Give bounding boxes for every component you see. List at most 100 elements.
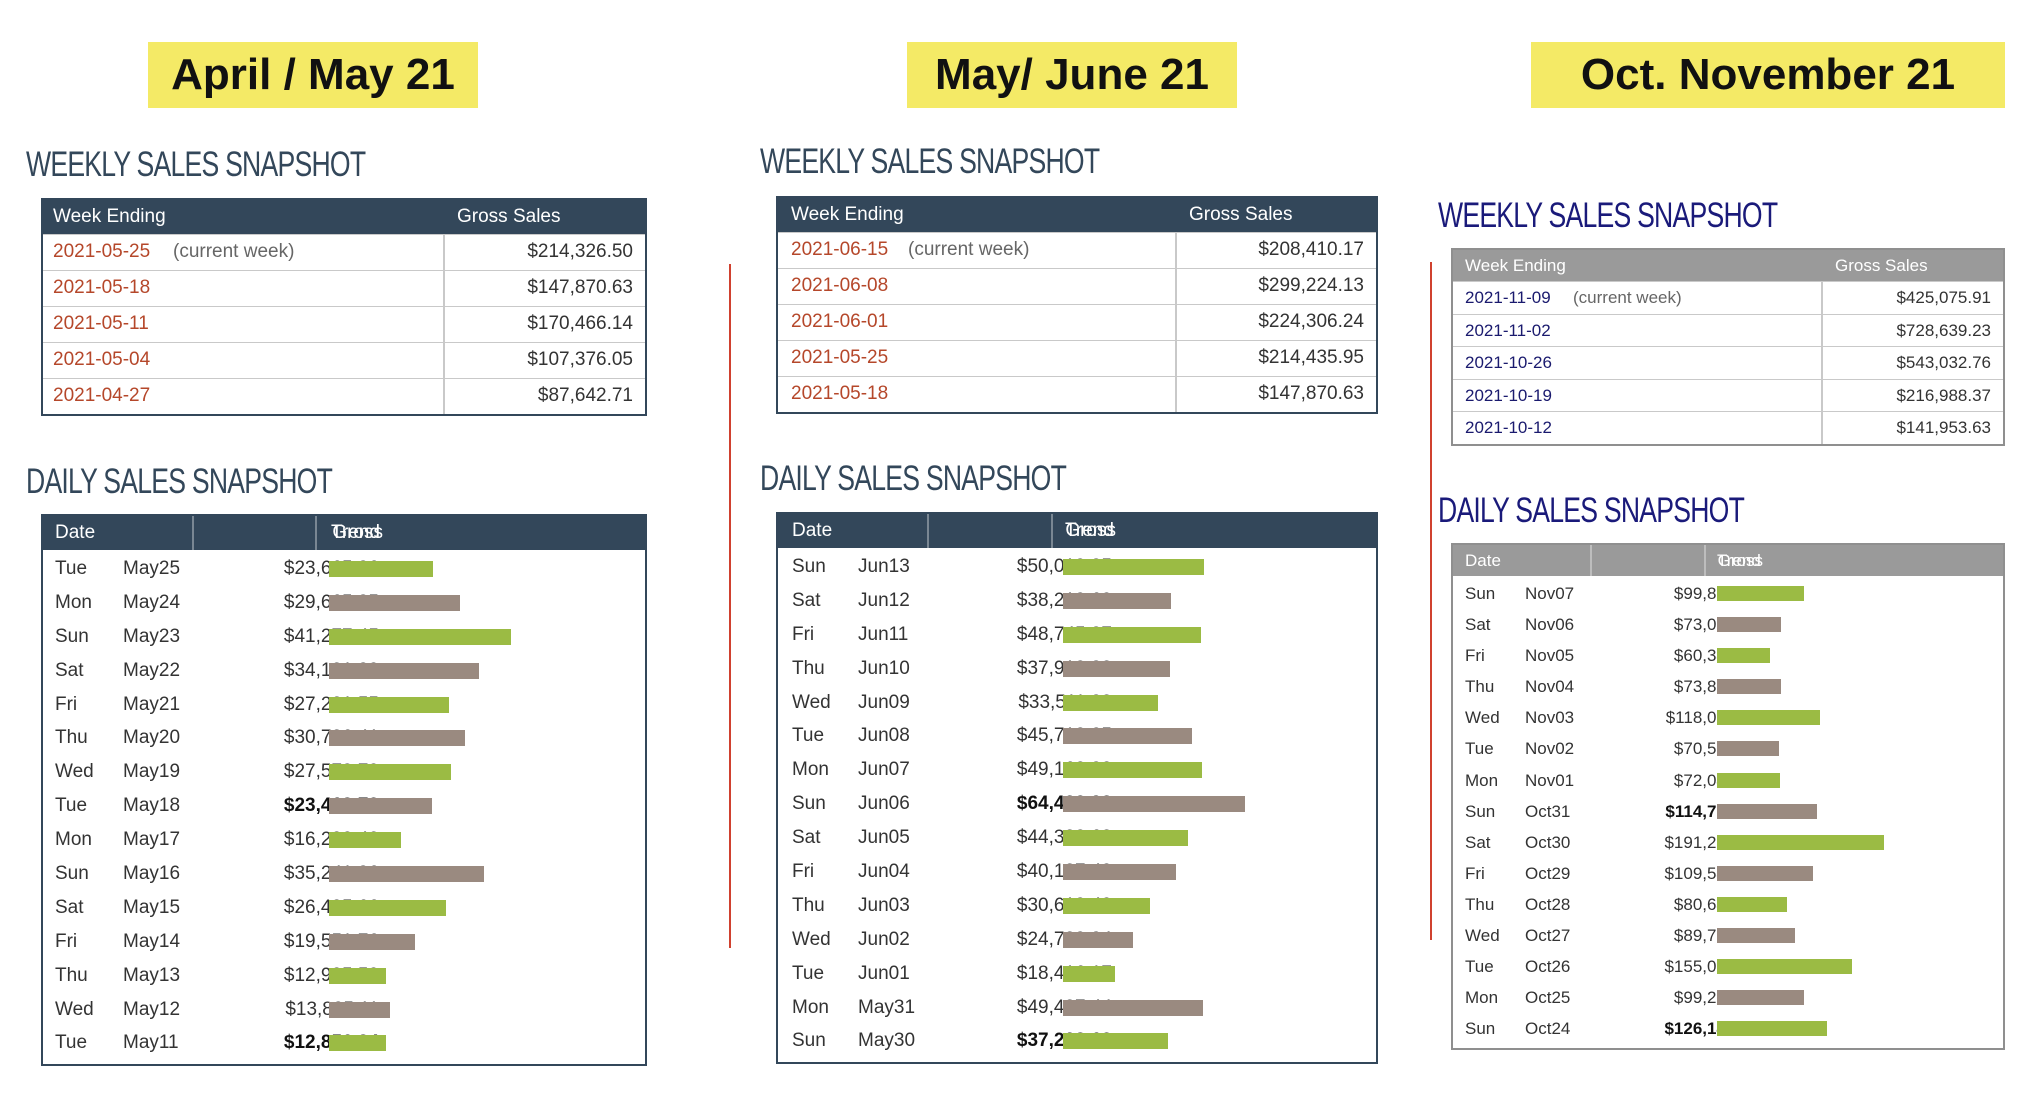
day-date: May14 (123, 930, 181, 952)
column-separator (1821, 347, 1823, 379)
daily-rows: SunJun13$50,019.85SatJun12$38,219.69FriJ… (778, 548, 1376, 1062)
trend-bar (1717, 617, 1781, 633)
day-date: May12 (123, 998, 181, 1020)
weekly-sales-table: Week Ending Gross Sales 2021-11-09 (current… (1451, 248, 2005, 446)
daily-sales-heading: DAILY SALES SNAPSHOT (26, 462, 333, 501)
week-ending-date: 2021-05-25 (791, 347, 889, 368)
table-header: Week Ending Gross Sales (43, 200, 645, 234)
header-date: Date (1465, 551, 1501, 570)
day-of-week: Mon (55, 591, 92, 613)
day-date: Jun04 (858, 861, 910, 883)
table-row: 2021-05-18 $147,870.63 (778, 376, 1376, 412)
gross-sales-value: $147,870.63 (527, 277, 633, 298)
header-gross-sales: Gross Sales (457, 206, 561, 227)
day-of-week: Thu (792, 894, 825, 916)
column-separator (443, 271, 445, 306)
trend-bar (329, 1001, 390, 1018)
header-gross-sales: Gross Sales (1189, 204, 1293, 225)
trend-bar (1717, 648, 1770, 664)
gross-sales-value: $299,224.13 (1258, 275, 1364, 296)
panel-divider-2 (1430, 262, 1432, 940)
trend-bar (329, 764, 451, 781)
trend-bar (1717, 741, 1779, 757)
day-of-week: Tue (1465, 957, 1494, 977)
week-ending-date: 2021-04-27 (53, 385, 151, 406)
day-of-week: Fri (792, 623, 815, 645)
day-of-week: Sun (792, 556, 826, 577)
trend-bar (1063, 626, 1201, 643)
weekly-sales-heading: WEEKLY SALES SNAPSHOT (26, 145, 366, 184)
day-of-week: Mon (1465, 770, 1499, 790)
gross-sales-value: $543,032.76 (1896, 353, 1991, 373)
column-separator (443, 379, 445, 414)
header-gross: Gross (1717, 551, 1763, 570)
day-date: May25 (123, 558, 181, 579)
trend-bar (329, 696, 449, 713)
day-of-week: Fri (1465, 863, 1485, 883)
day-date: Oct24 (1525, 1019, 1571, 1039)
header-gross-sales: Gross Sales (1835, 256, 1928, 275)
daily-sales-heading: DAILY SALES SNAPSHOT (760, 459, 1067, 498)
table-header: Week Ending Gross Sales (778, 198, 1376, 232)
day-date: Jun11 (858, 623, 909, 645)
day-of-week: Wed (792, 928, 831, 950)
current-week-note: (current week) (1573, 288, 1682, 307)
trend-bar (1063, 999, 1203, 1016)
day-date: May15 (123, 896, 181, 918)
trend-bar (1063, 796, 1245, 813)
day-of-week: Tue (55, 1032, 88, 1054)
day-date: Jun08 (858, 725, 910, 747)
daily-sales-table: DateGrossTrendTueMay25$23,665.36MonMay24… (41, 514, 647, 1067)
day-of-week: Thu (55, 964, 88, 986)
day-date: May13 (123, 964, 181, 986)
trend-bar (329, 628, 511, 645)
column-separator (1821, 282, 1823, 314)
trend-bar (329, 866, 484, 883)
trend-bar (1063, 660, 1170, 677)
gross-sales-value: $208,410.17 (1258, 239, 1364, 260)
trend-bar (1063, 728, 1192, 745)
day-of-week: Tue (1465, 739, 1494, 759)
day-of-week: Sun (55, 863, 89, 885)
day-of-week: Wed (1465, 708, 1500, 728)
day-of-week: Fri (55, 693, 78, 715)
trend-bar (1063, 559, 1204, 575)
trend-bar (1717, 710, 1820, 726)
trend-bar (329, 730, 465, 747)
trend-bar (1717, 586, 1804, 601)
table-header: Date Gross Trend (43, 516, 645, 550)
weekly-sales-heading: WEEKLY SALES SNAPSHOT (760, 142, 1100, 181)
weekly-sales-table: Week Ending Gross Sales 2021-06-15 (current… (776, 196, 1378, 414)
column-separator (1175, 341, 1177, 376)
table-row: Sun Oct24 $126,146.73 (1453, 1013, 2003, 1044)
day-date: Oct30 (1525, 832, 1571, 852)
trend-bar (1717, 865, 1813, 881)
day-of-week: Fri (55, 930, 78, 952)
trend-bar (1063, 931, 1133, 948)
day-of-week: Sat (1465, 832, 1491, 852)
day-date: May23 (123, 625, 181, 647)
gross-sales-value: $147,870.63 (1258, 383, 1364, 404)
trend-bar (1063, 592, 1171, 609)
table-row: 2021-05-11 $170,466.14 (43, 306, 645, 342)
day-date: May22 (123, 659, 181, 681)
gross-sales-value: $425,075.91 (1896, 288, 1991, 307)
trend-bar (1717, 803, 1817, 819)
column-separator (1821, 314, 1823, 347)
trend-bar (329, 798, 432, 815)
